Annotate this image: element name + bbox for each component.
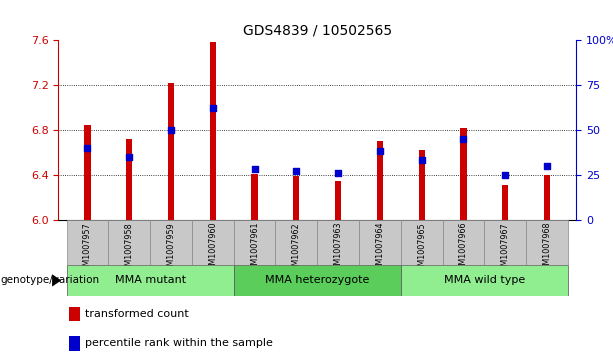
Text: GSM1007965: GSM1007965 (417, 222, 426, 276)
Text: GSM1007964: GSM1007964 (375, 222, 384, 276)
Bar (419, 150, 425, 220)
Bar (502, 185, 508, 220)
Bar (69, 307, 80, 321)
Point (459, 136, 468, 142)
Bar (443, 220, 484, 265)
Bar (318, 220, 359, 265)
Bar (401, 220, 443, 265)
Bar (234, 265, 401, 296)
Point (83, 145, 93, 151)
Point (542, 163, 552, 168)
Text: GSM1007960: GSM1007960 (208, 222, 217, 276)
Bar (168, 83, 174, 220)
Bar (293, 176, 300, 220)
Text: GSM1007958: GSM1007958 (125, 222, 134, 276)
Text: GSM1007962: GSM1007962 (292, 222, 301, 276)
Text: GSM1007963: GSM1007963 (333, 222, 343, 276)
Bar (126, 139, 132, 220)
Text: genotype/variation: genotype/variation (0, 275, 99, 285)
Point (166, 127, 176, 132)
Bar (544, 175, 550, 220)
Bar (69, 336, 80, 351)
Text: transformed count: transformed count (85, 309, 189, 319)
Bar (377, 141, 383, 220)
Bar (251, 174, 257, 220)
Bar (526, 220, 568, 265)
Text: MMA wild type: MMA wild type (444, 276, 525, 285)
Point (333, 170, 343, 176)
Bar (335, 182, 341, 220)
Bar (67, 220, 109, 265)
Bar (460, 127, 466, 220)
Text: MMA mutant: MMA mutant (115, 276, 186, 285)
Text: GSM1007959: GSM1007959 (167, 222, 175, 276)
Text: GSM1007966: GSM1007966 (459, 222, 468, 276)
Bar (192, 220, 234, 265)
Bar (484, 220, 526, 265)
Bar (234, 220, 275, 265)
Polygon shape (52, 274, 61, 287)
Bar (210, 42, 216, 220)
Bar (67, 265, 234, 296)
Point (291, 168, 301, 174)
Text: GSM1007961: GSM1007961 (250, 222, 259, 276)
Point (375, 148, 385, 154)
Text: GSM1007967: GSM1007967 (501, 222, 509, 276)
Text: GSM1007968: GSM1007968 (543, 222, 552, 276)
Bar (401, 265, 568, 296)
Point (124, 154, 134, 160)
Title: GDS4839 / 10502565: GDS4839 / 10502565 (243, 23, 392, 37)
Bar (150, 220, 192, 265)
Bar (109, 220, 150, 265)
Point (208, 105, 218, 111)
Text: GSM1007957: GSM1007957 (83, 222, 92, 276)
Text: MMA heterozygote: MMA heterozygote (265, 276, 370, 285)
Point (417, 158, 427, 163)
Point (500, 172, 510, 178)
Point (249, 166, 259, 172)
Bar (359, 220, 401, 265)
Bar (275, 220, 318, 265)
Text: percentile rank within the sample: percentile rank within the sample (85, 338, 273, 348)
Bar (85, 125, 91, 220)
